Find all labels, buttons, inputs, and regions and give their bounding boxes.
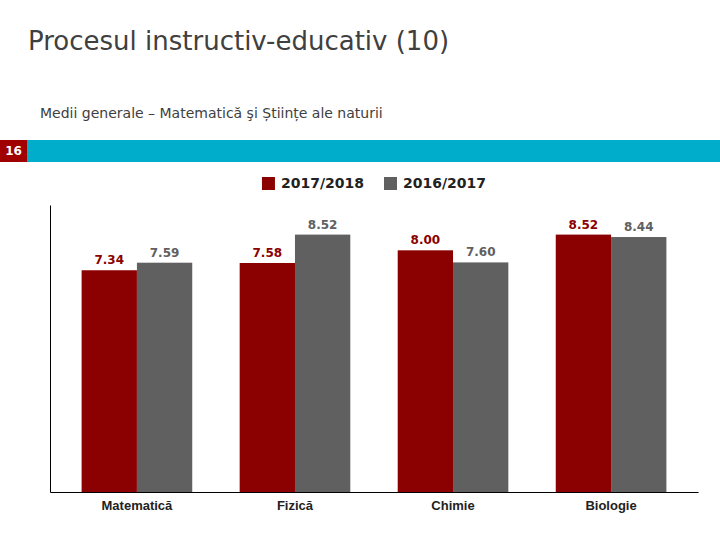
data-label: 7.60 [466, 245, 496, 259]
chart: Procesul instructiv-educativ (10) Medii g… [0, 0, 720, 540]
x-tick: Biologie [585, 498, 636, 513]
data-label: 8.44 [624, 220, 654, 234]
bar [295, 235, 350, 492]
bar [137, 263, 192, 492]
y-axis-line [50, 206, 51, 493]
x-tick-label: Fizică [277, 498, 314, 513]
x-axis-line [51, 492, 699, 493]
x-tick: Fizică [277, 498, 314, 513]
x-tick: Matematică [102, 498, 174, 513]
plot: 7.34 7.58 8.00 8.52 7.59 8.52 7.60 8.44 Matemati… [51, 206, 699, 514]
bar [453, 262, 508, 492]
bar [82, 270, 137, 492]
legend-label: 2016/2017 [403, 175, 486, 191]
slide-number-box [0, 140, 27, 162]
slide-number: 16 [5, 144, 22, 158]
y-axis [50, 206, 51, 493]
data-label: 8.52 [308, 218, 338, 232]
x-tick-label: Biologie [585, 498, 636, 513]
bar [611, 237, 666, 492]
legend-item: 2016/2017 [384, 175, 486, 191]
accent-bar [27, 140, 720, 162]
legend-swatch [262, 177, 275, 190]
subtitle: Medii generale – Matematică şi Științe a… [40, 105, 383, 122]
bar [240, 263, 295, 492]
x-tick: Chimie [431, 498, 474, 513]
data-labels: 7.34 7.58 8.00 8.52 7.59 8.52 7.60 8.44 [94, 218, 653, 268]
x-tick-label: Matematică [102, 498, 174, 513]
bar [556, 235, 611, 492]
legend-label: 2017/2018 [281, 175, 364, 191]
data-label: 8.00 [411, 233, 441, 247]
bars [82, 235, 667, 492]
legend-item: 2017/2018 [262, 175, 364, 191]
x-axis: Matematică Fizică Chimie Biologie [51, 493, 699, 514]
data-label: 8.52 [569, 218, 599, 232]
bar [398, 250, 453, 492]
data-label: 7.34 [94, 253, 124, 267]
legend: 2017/2018 2016/2017 [262, 175, 486, 191]
data-label: 7.58 [253, 246, 283, 260]
data-label: 7.59 [150, 246, 180, 260]
title: Procesul instructiv-educativ (10) [28, 26, 449, 56]
legend-swatch [384, 177, 397, 190]
x-tick-label: Chimie [431, 498, 474, 513]
